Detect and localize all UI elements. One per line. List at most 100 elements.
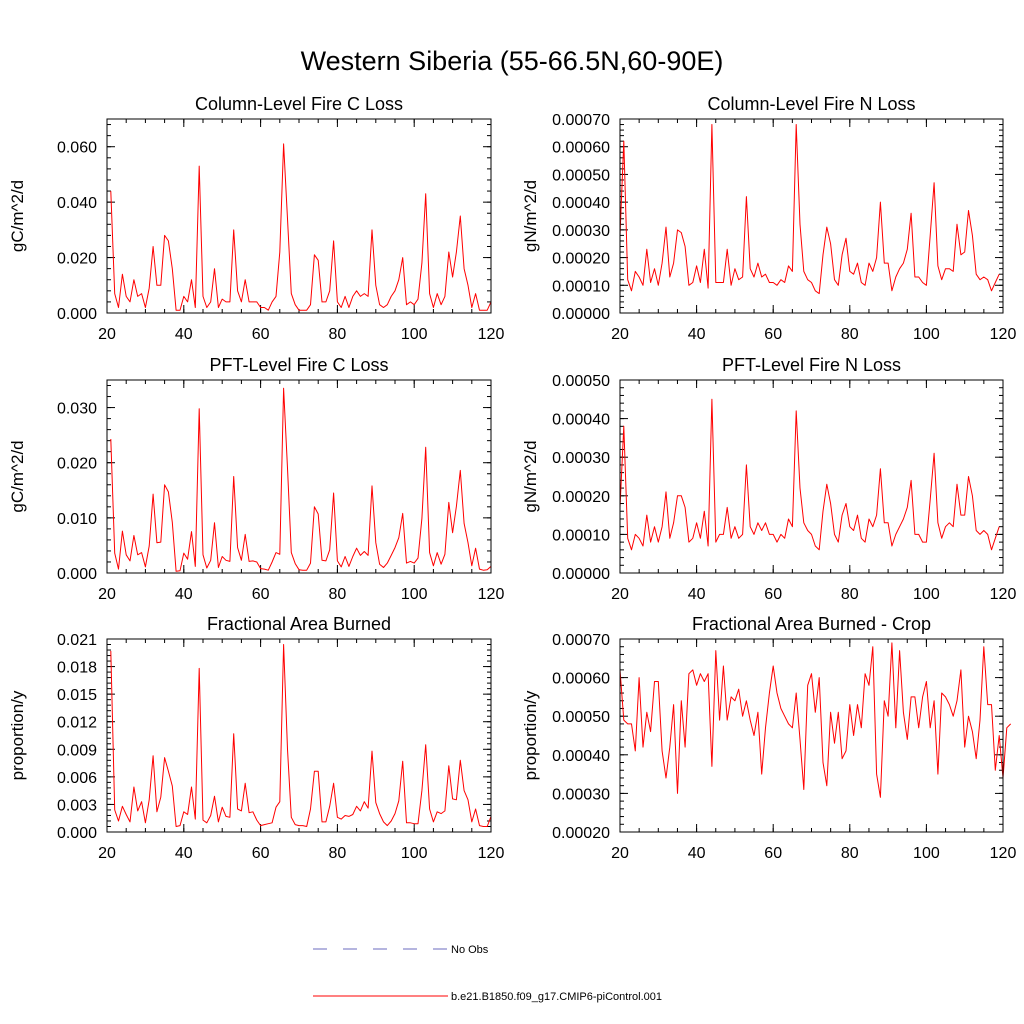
chart-4-x-tick-label: 20 bbox=[98, 845, 116, 862]
chart-3-y-tick-label: 0.00030 bbox=[552, 450, 610, 467]
chart-0-x-tick-label: 80 bbox=[329, 326, 347, 343]
chart-2-y-tick-label: 0.000 bbox=[57, 566, 97, 583]
chart-panel-pft-fire-n-loss: PFT-Level Fire N Loss 20 40 60 80 100 120 0.000… bbox=[521, 355, 1016, 603]
chart-0-x-tick-label: 100 bbox=[401, 326, 428, 343]
chart-5-ylabel: proportion/y bbox=[521, 690, 540, 780]
chart-0-plot-frame bbox=[106, 118, 492, 314]
chart-1-ylabel: gN/m^2/d bbox=[521, 180, 540, 252]
chart-1-y-tick-label: 0.00050 bbox=[552, 167, 610, 184]
chart-0-y-tick-label: 0.020 bbox=[57, 251, 97, 268]
chart-2-x-tick-label: 120 bbox=[478, 586, 505, 603]
chart-4-y-tick-label: 0.015 bbox=[57, 687, 97, 704]
chart-0-x-tick-label: 20 bbox=[98, 326, 116, 343]
chart-1-x-tick-label: 20 bbox=[611, 326, 629, 343]
chart-4-series-line bbox=[110, 644, 492, 827]
chart-4-x-tick-label: 100 bbox=[401, 845, 428, 862]
chart-3-y-tick-label: 0.00010 bbox=[552, 527, 610, 544]
chart-3-ylabel: gN/m^2/d bbox=[521, 440, 540, 512]
legend-label-model-run: b.e21.B1850.f09_g17.CMIP6-piControl.001 bbox=[451, 991, 662, 1003]
chart-0-series-line bbox=[110, 143, 492, 311]
chart-1-y-tick-label: 0.00020 bbox=[552, 251, 610, 268]
chart-5-y-tick-label: 0.00020 bbox=[552, 825, 610, 842]
chart-4-plot-frame bbox=[106, 638, 492, 833]
chart-panel-fractional-area-burned-crop: Fractional Area Burned - Crop 20 40 60 80 100… bbox=[521, 614, 1016, 862]
chart-2-title: PFT-Level Fire C Loss bbox=[209, 355, 388, 375]
chart-2-ylabel: gC/m^2/d bbox=[8, 440, 27, 512]
chart-4-x-tick-label: 60 bbox=[252, 845, 270, 862]
chart-3-y-tick-label: 0.00040 bbox=[552, 412, 610, 429]
chart-1-x-tick-label: 40 bbox=[688, 326, 706, 343]
chart-5-title: Fractional Area Burned - Crop bbox=[692, 614, 931, 634]
chart-panel-column-fire-n-loss: Column-Level Fire N Loss 20 40 60 80 100 120 0.… bbox=[521, 94, 1016, 343]
chart-1-x-tick-label: 80 bbox=[841, 326, 859, 343]
chart-0-x-tick-label: 40 bbox=[175, 326, 193, 343]
chart-4-x-tick-label: 80 bbox=[329, 845, 347, 862]
chart-3-x-tick-label: 120 bbox=[990, 586, 1017, 603]
chart-4-x-tick-label: 120 bbox=[478, 845, 505, 862]
chart-1-title: Column-Level Fire N Loss bbox=[707, 94, 915, 114]
chart-panel-fractional-area-burned: Fractional Area Burned 20 40 60 80 100 120 0.00… bbox=[8, 614, 504, 862]
chart-2-y-tick-label: 0.030 bbox=[57, 401, 97, 418]
legend-label-no-obs: No Obs bbox=[451, 944, 489, 956]
chart-panel-pft-fire-c-loss: PFT-Level Fire C Loss 20 40 60 80 100 120 0.000… bbox=[8, 355, 504, 603]
chart-1-plot-frame bbox=[619, 118, 1004, 314]
chart-4-ylabel: proportion/y bbox=[8, 690, 27, 780]
chart-3-plot-frame bbox=[619, 379, 1004, 574]
chart-1-y-tick-label: 0.00000 bbox=[552, 306, 610, 323]
chart-4-title: Fractional Area Burned bbox=[207, 614, 391, 634]
chart-2-plot-frame bbox=[106, 379, 492, 574]
chart-1-x-tick-label: 120 bbox=[990, 326, 1017, 343]
chart-2-x-tick-label: 20 bbox=[98, 586, 116, 603]
chart-2-y-tick-label: 0.010 bbox=[57, 511, 97, 528]
chart-2-x-tick-label: 80 bbox=[329, 586, 347, 603]
chart-5-x-tick-label: 100 bbox=[913, 845, 940, 862]
chart-0-ylabel: gC/m^2/d bbox=[8, 180, 27, 252]
chart-2-x-tick-label: 60 bbox=[252, 586, 270, 603]
chart-3-x-tick-label: 20 bbox=[611, 586, 629, 603]
chart-0-y-tick-label: 0.040 bbox=[57, 195, 97, 212]
chart-5-x-tick-label: 80 bbox=[841, 845, 859, 862]
chart-3-x-tick-label: 100 bbox=[913, 586, 940, 603]
chart-4-y-tick-label: 0.021 bbox=[57, 632, 97, 649]
chart-5-x-tick-label: 20 bbox=[611, 845, 629, 862]
chart-2-x-tick-label: 40 bbox=[175, 586, 193, 603]
legend: No Obs b.e21.B1850.f09_g17.CMIP6-piContr… bbox=[313, 944, 662, 1003]
chart-3-y-tick-label: 0.00020 bbox=[552, 489, 610, 506]
chart-0-y-tick-label: 0.000 bbox=[57, 306, 97, 323]
chart-2-x-tick-label: 100 bbox=[401, 586, 428, 603]
chart-0-x-tick-label: 60 bbox=[252, 326, 270, 343]
chart-4-y-tick-label: 0.000 bbox=[57, 825, 97, 842]
chart-1-y-tick-label: 0.00030 bbox=[552, 223, 610, 240]
chart-1-x-tick-label: 100 bbox=[913, 326, 940, 343]
chart-5-y-tick-label: 0.00060 bbox=[552, 671, 610, 688]
chart-1-x-tick-label: 60 bbox=[764, 326, 782, 343]
chart-1-series-line bbox=[619, 124, 1000, 295]
chart-2-y-tick-label: 0.020 bbox=[57, 456, 97, 473]
chart-3-title: PFT-Level Fire N Loss bbox=[722, 355, 901, 375]
chart-1-y-tick-label: 0.00040 bbox=[552, 195, 610, 212]
chart-3-x-tick-label: 60 bbox=[764, 586, 782, 603]
chart-5-y-tick-label: 0.00070 bbox=[552, 632, 610, 649]
chart-3-x-tick-label: 40 bbox=[688, 586, 706, 603]
chart-3-y-tick-label: 0.00050 bbox=[552, 373, 610, 390]
chart-5-y-tick-label: 0.00040 bbox=[552, 748, 610, 765]
chart-5-series-line bbox=[619, 642, 1012, 798]
chart-1-y-tick-label: 0.00010 bbox=[552, 278, 610, 295]
chart-4-y-tick-label: 0.003 bbox=[57, 797, 97, 814]
chart-5-x-tick-label: 60 bbox=[764, 845, 782, 862]
chart-panel-column-fire-c-loss: Column-Level Fire C Loss 20 40 60 80 100 120 0.… bbox=[8, 94, 504, 343]
chart-0-title: Column-Level Fire C Loss bbox=[195, 94, 403, 114]
chart-5-x-tick-label: 120 bbox=[990, 845, 1017, 862]
chart-5-y-tick-label: 0.00030 bbox=[552, 786, 610, 803]
chart-5-x-tick-label: 40 bbox=[688, 845, 706, 862]
chart-3-series-line bbox=[619, 398, 1000, 551]
chart-4-x-tick-label: 40 bbox=[175, 845, 193, 862]
chart-3-x-tick-label: 80 bbox=[841, 586, 859, 603]
chart-5-y-tick-label: 0.00050 bbox=[552, 709, 610, 726]
chart-0-x-tick-label: 120 bbox=[478, 326, 505, 343]
chart-0-y-tick-label: 0.060 bbox=[57, 140, 97, 157]
chart-5-plot-frame bbox=[619, 638, 1004, 833]
chart-4-y-tick-label: 0.009 bbox=[57, 742, 97, 759]
chart-4-y-tick-label: 0.018 bbox=[57, 660, 97, 677]
